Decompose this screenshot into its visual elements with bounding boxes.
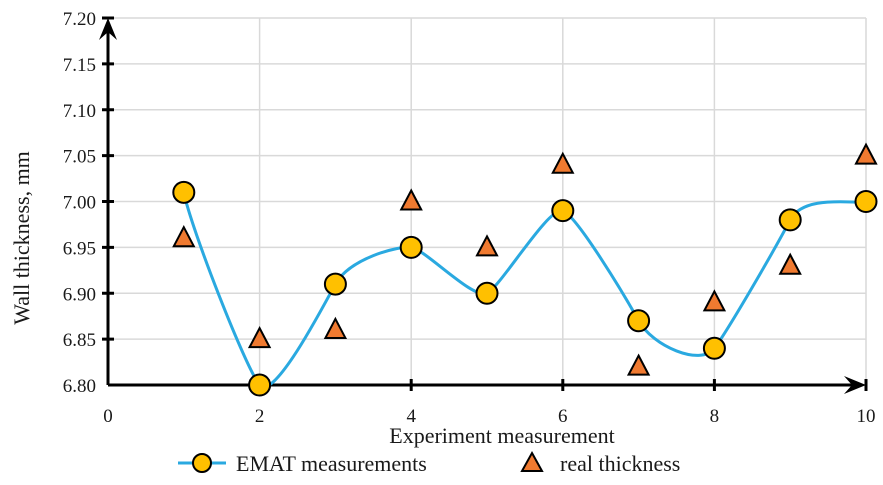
legend-label-emat: EMAT measurements bbox=[236, 451, 427, 476]
emat-point bbox=[702, 336, 726, 360]
legend-triangle-marker bbox=[520, 450, 544, 472]
tick-labels: 0 2 4 6 8 10 6.80 6.85 6.90 6.95 7.00 7.05 7.10 7.15 7… bbox=[63, 9, 876, 427]
real-thickness-point bbox=[551, 151, 575, 174]
y-tick-label: 6.85 bbox=[63, 330, 96, 351]
x-tick-label: 4 bbox=[406, 406, 416, 427]
legend-circle-marker bbox=[192, 453, 212, 473]
x-axis-arrow bbox=[844, 376, 866, 394]
y-tick-label: 7.10 bbox=[63, 101, 96, 122]
real-thickness-point bbox=[778, 252, 802, 275]
y-tick-label: 7.15 bbox=[63, 55, 96, 76]
emat-line bbox=[182, 192, 867, 389]
real-thickness-point bbox=[247, 325, 272, 349]
emat-point bbox=[172, 180, 196, 204]
y-tick-label: 6.80 bbox=[63, 376, 96, 397]
emat-point bbox=[627, 309, 651, 333]
emat-point bbox=[399, 235, 423, 259]
real-thickness-point bbox=[626, 353, 651, 376]
y-axis-arrow bbox=[99, 18, 117, 40]
real-thickness-point bbox=[399, 188, 423, 211]
legend-label-real: real thickness bbox=[560, 451, 680, 476]
y-tick-label: 7.00 bbox=[63, 193, 96, 214]
real-thickness-point bbox=[323, 316, 348, 339]
x-tick-label: 6 bbox=[558, 406, 568, 427]
y-tick-label: 7.05 bbox=[63, 147, 96, 168]
x-tick-label: 0 bbox=[103, 406, 113, 427]
legend: EMAT measurements real thickness bbox=[178, 450, 680, 476]
real-thickness-point bbox=[475, 234, 499, 257]
emat-point bbox=[475, 281, 499, 305]
y-axis-title: Wall thickness, mm bbox=[9, 151, 34, 325]
real-thickness-point bbox=[172, 225, 196, 248]
axes bbox=[99, 16, 868, 394]
real-thickness-point bbox=[854, 142, 878, 165]
y-tick-label: 7.20 bbox=[63, 9, 96, 30]
x-axis-title: Experiment measurement bbox=[389, 423, 614, 448]
x-tick-label: 10 bbox=[857, 406, 876, 427]
emat-point bbox=[323, 272, 347, 296]
y-tick-label: 6.90 bbox=[63, 284, 96, 305]
x-tick-label: 8 bbox=[710, 406, 720, 427]
data-series bbox=[172, 142, 878, 397]
grid bbox=[108, 17, 867, 385]
emat-point bbox=[551, 199, 575, 223]
emat-point bbox=[854, 190, 878, 213]
real-thickness-point bbox=[702, 289, 727, 312]
emat-point bbox=[248, 373, 272, 397]
y-tick-label: 6.95 bbox=[63, 238, 96, 259]
x-tick-label: 2 bbox=[255, 406, 265, 427]
emat-point bbox=[778, 208, 802, 232]
